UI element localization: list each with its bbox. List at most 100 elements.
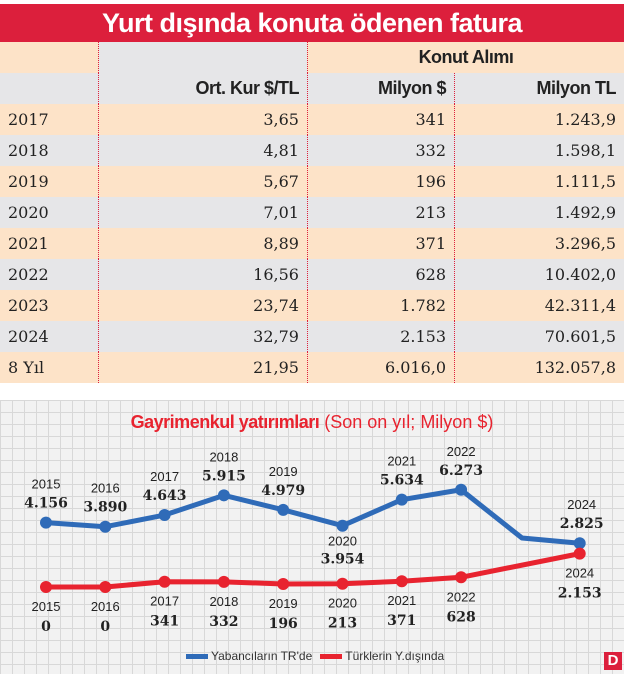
- data-point: [217, 489, 230, 502]
- data-label: 4.979: [261, 483, 305, 499]
- row-label: 2023: [0, 290, 99, 321]
- table-cell: 3,65: [98, 104, 308, 135]
- table-cell: 6.016,0: [306, 352, 455, 383]
- data-label: 213: [328, 616, 357, 632]
- year-label: 2020: [328, 534, 357, 549]
- legend-item-0: Yabancıların TR'de: [186, 649, 312, 663]
- table-cell: 23,74: [98, 290, 308, 321]
- row-label: 2019: [0, 166, 99, 197]
- data-point: [573, 547, 586, 560]
- chart-subtitle: (Son on yıl; Milyon $): [324, 412, 494, 432]
- chart: Gayrimenkul yatırımları (Son on yıl; Mil…: [0, 400, 624, 674]
- year-label: 2024: [565, 566, 594, 581]
- table-cell: 332: [306, 135, 455, 166]
- data-label: 341: [150, 614, 179, 630]
- row-label: 2020: [0, 197, 99, 228]
- year-label: 2020: [328, 596, 357, 611]
- data-label: 3.890: [83, 500, 127, 516]
- table-row: 2017 3,65 341 1.243,9: [0, 104, 624, 135]
- header-empty: [0, 42, 99, 73]
- data-label: 371: [387, 613, 416, 629]
- data-label: 0: [41, 619, 51, 635]
- data-point: [455, 571, 468, 584]
- table-row: 2024 32,79 2.153 70.601,5: [0, 321, 624, 352]
- data-label: 4.643: [143, 488, 187, 504]
- column-header: [0, 73, 99, 104]
- data-point: [395, 493, 408, 506]
- data-point: [573, 537, 586, 550]
- data-point: [158, 509, 171, 522]
- year-label: 2024: [567, 497, 596, 512]
- data-point: [336, 577, 349, 590]
- data-point: [217, 575, 230, 588]
- chart-title: Gayrimenkul yatırımları: [130, 412, 320, 432]
- data-point: [99, 581, 112, 593]
- year-label: 2015: [32, 599, 61, 614]
- column-header: Milyon $: [306, 73, 455, 104]
- year-label: 2017: [150, 594, 179, 609]
- header-empty: [98, 42, 308, 73]
- data-label: 5.915: [202, 468, 246, 484]
- data-table: Konut Alımı Ort. Kur $/TL Milyon $ Milyon …: [0, 42, 624, 383]
- table-cell: 21,95: [98, 352, 308, 383]
- data-point: [455, 483, 468, 496]
- data-label: 0: [100, 619, 110, 635]
- column-header: Milyon TL: [454, 73, 624, 104]
- table-cell: 3.296,5: [454, 228, 624, 259]
- table-cell: 10.402,0: [454, 259, 624, 290]
- data-point: [277, 503, 290, 516]
- table-cell: 213: [306, 197, 455, 228]
- row-label: 2017: [0, 104, 99, 135]
- table-cell: 628: [306, 259, 455, 290]
- data-label: 5.634: [380, 473, 424, 489]
- table-cell: 1.598,1: [454, 135, 624, 166]
- table-row: 8 Yıl 21,95 6.016,0 132.057,8: [0, 352, 624, 383]
- data-point: [40, 581, 52, 593]
- table-cell: 1.492,9: [454, 197, 624, 228]
- table-cell: 7,01: [98, 197, 308, 228]
- data-label: 628: [446, 609, 475, 625]
- table-row: 2022 16,56 628 10.402,0: [0, 259, 624, 290]
- row-label: 2021: [0, 228, 99, 259]
- year-label: 2015: [32, 477, 61, 492]
- year-label: 2017: [150, 469, 179, 484]
- year-label: 2019: [269, 596, 298, 611]
- year-label: 2022: [447, 589, 476, 604]
- data-point: [40, 516, 52, 529]
- data-point: [336, 519, 349, 532]
- table-row: 2019 5,67 196 1.111,5: [0, 166, 624, 197]
- data-point: [158, 575, 171, 588]
- year-label: 2018: [209, 449, 238, 464]
- year-label: 2018: [209, 594, 238, 609]
- data-point: [99, 520, 112, 533]
- data-label: 2.825: [560, 516, 604, 532]
- table-cell: 8,89: [98, 228, 308, 259]
- table-cell: 5,67: [98, 166, 308, 197]
- table-cell: 16,56: [98, 259, 308, 290]
- legend-item-1: Türklerin Y.dışında: [320, 649, 444, 663]
- legend-swatch: [320, 654, 343, 660]
- table-cell: 196: [306, 166, 455, 197]
- data-label: 2.153: [558, 586, 602, 602]
- row-label: 2024: [0, 321, 99, 352]
- chart-title-wrap: Gayrimenkul yatırımları (Son on yıl; Mil…: [0, 412, 624, 433]
- year-label: 2016: [91, 481, 120, 496]
- series-line: [45, 487, 580, 546]
- table-row: 2020 7,01 213 1.492,9: [0, 197, 624, 228]
- table-title: Yurt dışında konuta ödenen fatura: [0, 4, 624, 42]
- table-cell: 32,79: [98, 321, 308, 352]
- data-point: [277, 577, 290, 590]
- group-header: Konut Alımı: [306, 42, 624, 73]
- table-cell: 1.243,9: [454, 104, 624, 135]
- table-cell: 70.601,5: [454, 321, 624, 352]
- legend-swatch: [186, 654, 208, 660]
- legend-label: Türklerin Y.dışında: [345, 649, 445, 663]
- row-label: 8 Yıl: [0, 352, 99, 383]
- data-label: 332: [209, 614, 238, 630]
- year-label: 2021: [387, 593, 416, 608]
- table-cell: 1.111,5: [454, 166, 624, 197]
- table-row: 2023 23,74 1.782 42.311,4: [0, 290, 624, 321]
- data-label: 4.156: [24, 496, 68, 512]
- data-label: 196: [269, 616, 298, 632]
- year-label: 2022: [447, 444, 476, 459]
